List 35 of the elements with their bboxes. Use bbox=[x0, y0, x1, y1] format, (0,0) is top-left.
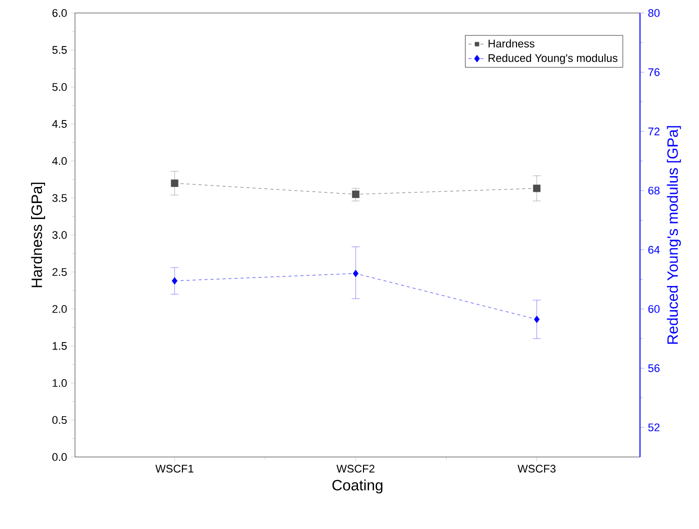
y2-tick-label: 64 bbox=[648, 246, 660, 254]
y2-axis-title: Reduced Young's modulus [GPa] bbox=[666, 126, 681, 344]
x-tick-label: WSCF1 bbox=[155, 464, 194, 473]
y2-tick-label: 56 bbox=[648, 364, 660, 372]
y-tick-label: 4.0 bbox=[52, 157, 67, 165]
y-tick-label: 3.0 bbox=[52, 231, 67, 239]
x-axis-title: Coating bbox=[332, 479, 382, 494]
y-tick-label: 2.5 bbox=[52, 268, 67, 276]
y2-tick-label: 52 bbox=[648, 424, 660, 432]
y-tick-label: 5.5 bbox=[52, 46, 67, 54]
y2-tick-label: 76 bbox=[648, 68, 660, 76]
y-tick-label: 1.5 bbox=[52, 342, 67, 350]
y2-tick-label: 60 bbox=[648, 305, 660, 313]
legend-label: Reduced Young's modulus bbox=[488, 54, 618, 64]
y2-tick-label: 80 bbox=[648, 9, 660, 17]
y-axis-title: Hardness [GPa] bbox=[31, 182, 46, 288]
y-tick-label: 0.0 bbox=[52, 453, 67, 461]
point bbox=[533, 184, 540, 192]
y2-tick-label: 72 bbox=[648, 128, 660, 136]
y-tick-label: 1.0 bbox=[52, 379, 67, 387]
point bbox=[352, 190, 360, 198]
x-tick-label: WSCF3 bbox=[518, 464, 556, 473]
y-tick-label: 0.5 bbox=[52, 416, 67, 424]
y-tick-label: 5.0 bbox=[52, 83, 67, 91]
y-tick-label: 4.5 bbox=[52, 120, 67, 128]
point bbox=[170, 179, 178, 187]
point bbox=[534, 316, 540, 324]
legend-label: Hardness bbox=[488, 39, 534, 48]
y-tick-label: 3.5 bbox=[52, 194, 67, 202]
x-tick-label: WSCF2 bbox=[336, 464, 374, 473]
y2-tick-label: 68 bbox=[648, 186, 660, 194]
point bbox=[172, 277, 178, 285]
y-tick-label: 2.0 bbox=[52, 305, 67, 313]
point bbox=[352, 270, 359, 278]
y-tick-label: 6.0 bbox=[52, 9, 67, 17]
